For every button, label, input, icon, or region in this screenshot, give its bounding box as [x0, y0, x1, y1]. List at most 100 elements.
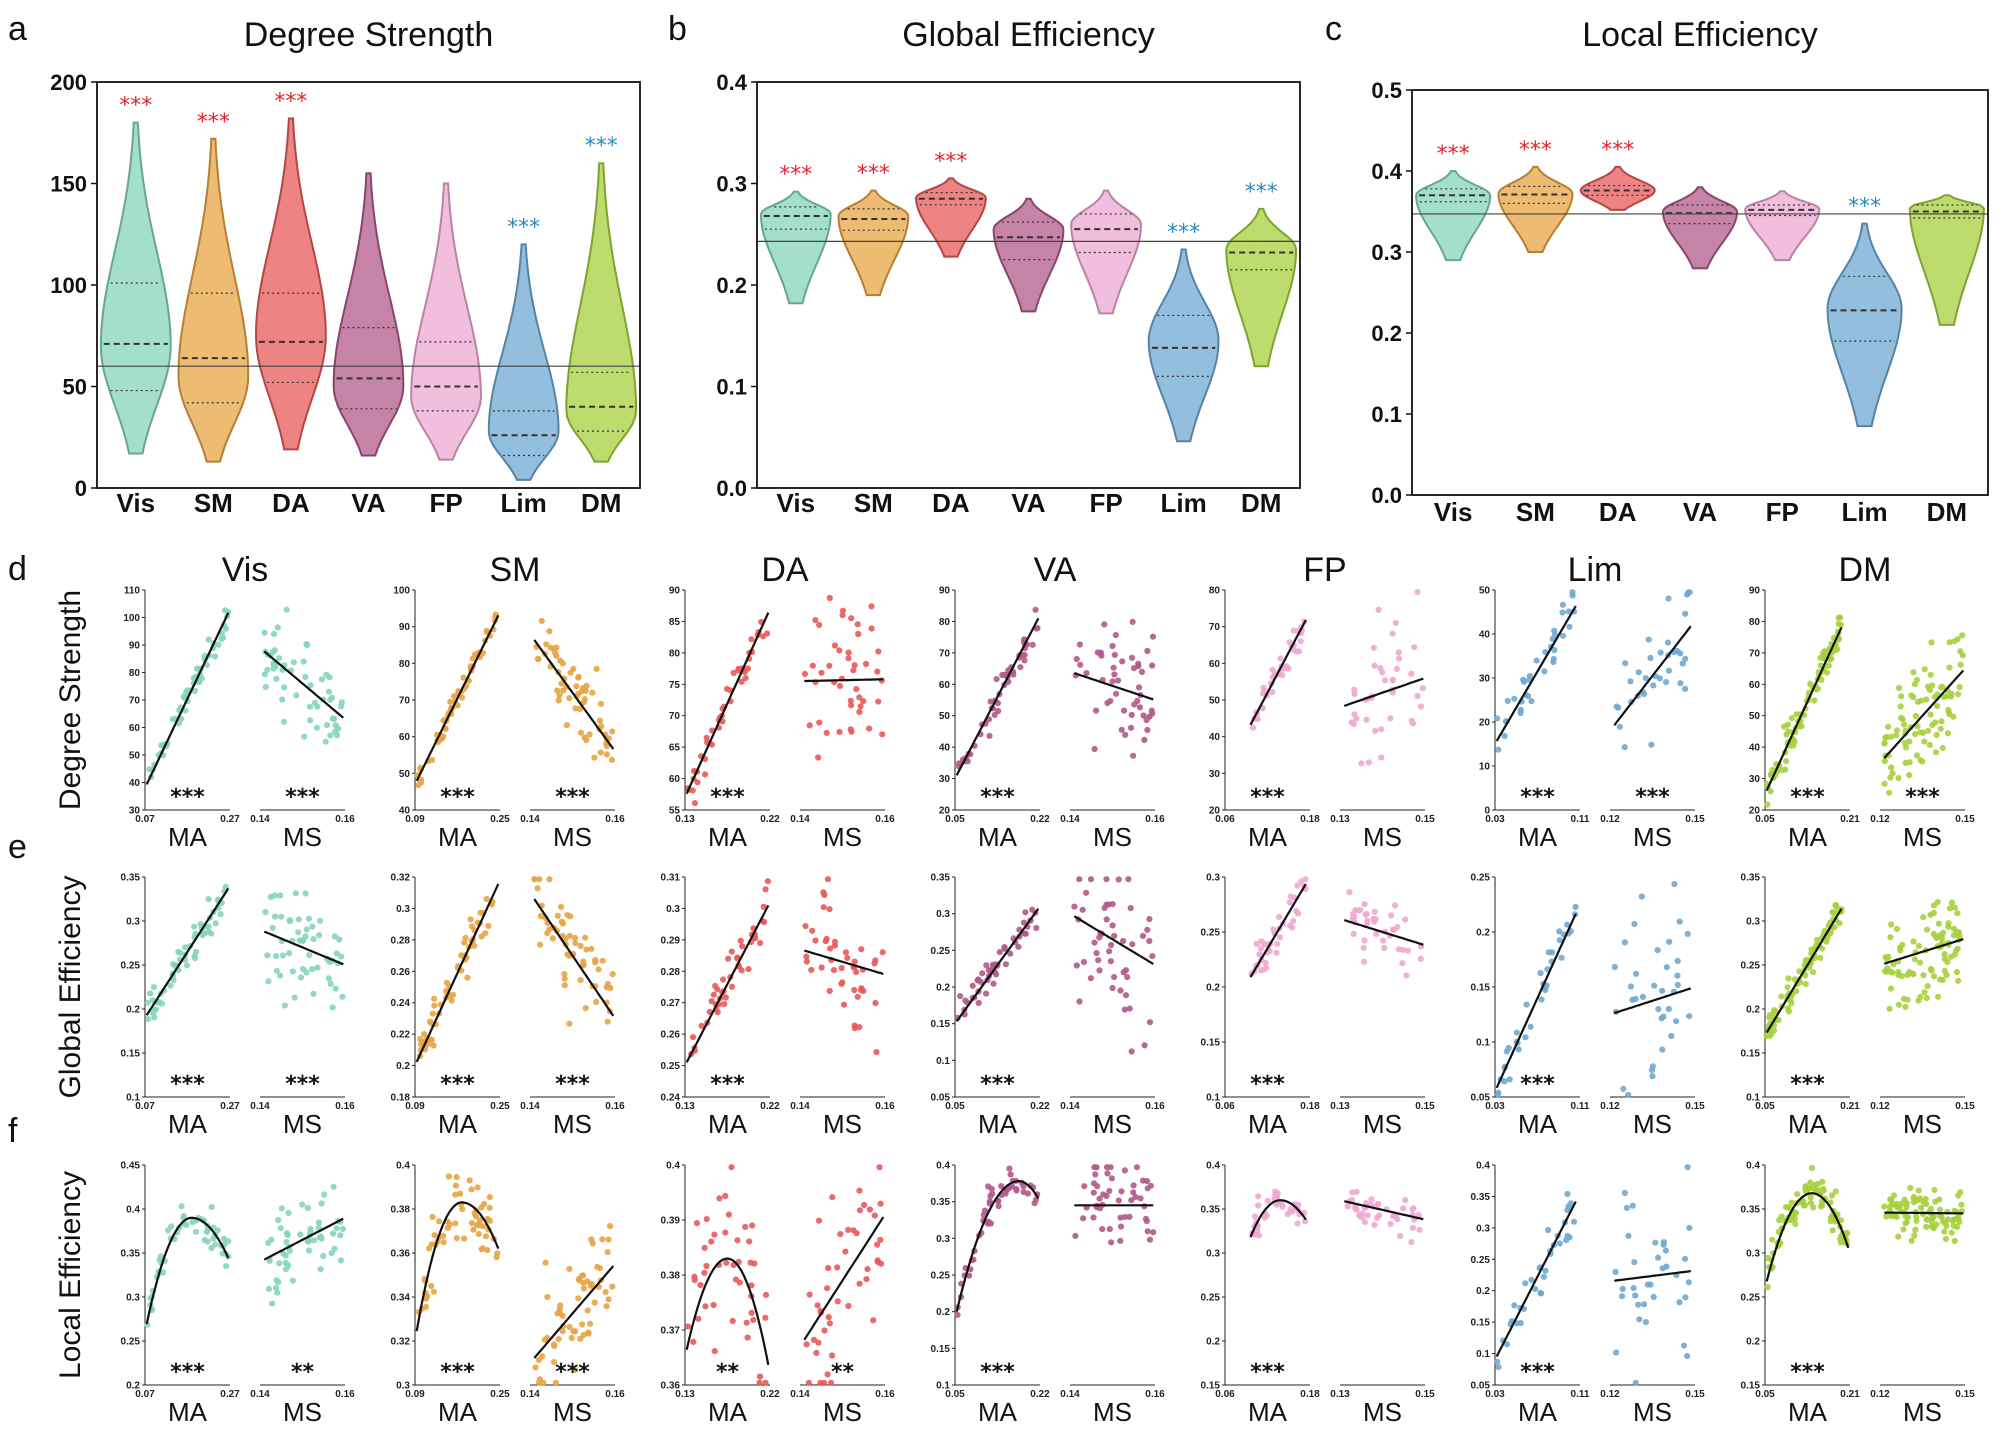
data-point	[764, 878, 772, 885]
data-point	[1371, 1221, 1378, 1228]
data-point	[815, 754, 822, 761]
data-point	[1944, 1216, 1951, 1223]
data-point	[1538, 1290, 1545, 1297]
data-point	[593, 665, 600, 672]
data-point	[1665, 667, 1672, 674]
significance-stars: **	[831, 1360, 855, 1385]
fit-line	[685, 904, 770, 1063]
data-point	[1389, 689, 1396, 696]
data-point	[1895, 775, 1902, 782]
data-point	[1545, 949, 1552, 956]
network-title: DM	[1839, 551, 1892, 589]
data-point	[167, 982, 174, 989]
data-point	[481, 1200, 488, 1207]
data-point	[1109, 642, 1116, 650]
fit-line	[145, 1216, 230, 1325]
data-point	[826, 594, 833, 602]
data-point	[1946, 639, 1953, 646]
data-point	[1118, 1188, 1125, 1195]
data-point	[1625, 1091, 1632, 1098]
data-point	[1273, 1189, 1280, 1196]
y-tick-label: 0.28	[661, 967, 681, 978]
data-point	[993, 971, 1000, 978]
data-point	[1389, 630, 1396, 637]
data-point	[566, 695, 573, 702]
data-point	[1662, 1247, 1669, 1254]
y-tick-label: 90	[939, 586, 951, 597]
data-point	[1143, 1178, 1151, 1185]
data-point	[1567, 1200, 1574, 1207]
data-point	[604, 1018, 611, 1025]
x-axis-name: MS	[823, 1397, 862, 1427]
data-point	[1954, 910, 1961, 917]
data-point	[878, 1260, 885, 1267]
data-point	[605, 1296, 612, 1303]
data-point	[452, 1220, 459, 1227]
data-point	[1125, 876, 1132, 883]
data-point	[418, 1041, 425, 1048]
x-tick-label: 0.27	[220, 1101, 240, 1112]
fit-line	[1883, 938, 1964, 965]
x-tick-label: 0.16	[605, 1101, 625, 1112]
data-point	[1924, 983, 1931, 990]
significance-stars: ***	[1905, 785, 1940, 810]
y-tick-label: 0.0	[1371, 483, 1402, 508]
data-point	[1895, 684, 1903, 692]
data-point	[1533, 657, 1540, 664]
data-point	[586, 1320, 594, 1327]
data-point	[693, 1220, 701, 1227]
data-point	[194, 665, 201, 672]
data-point	[338, 699, 345, 706]
data-point	[293, 692, 300, 699]
data-point	[1107, 1164, 1114, 1171]
y-tick-label: 90	[669, 586, 681, 597]
data-point	[1835, 620, 1842, 627]
data-point	[998, 1183, 1005, 1190]
y-tick-label: 80	[129, 668, 141, 679]
data-point	[1095, 957, 1102, 964]
data-point	[476, 1217, 483, 1224]
data-point	[1392, 619, 1399, 627]
violin-Lim	[487, 243, 560, 481]
data-point	[1032, 606, 1039, 613]
data-point	[1620, 1085, 1627, 1092]
data-point	[801, 670, 809, 678]
data-point	[860, 1201, 868, 1209]
data-point	[834, 1264, 841, 1271]
data-point	[1897, 947, 1904, 954]
data-point	[1621, 939, 1628, 946]
significance-stars: **	[716, 1360, 740, 1385]
y-tick-label: 0.35	[121, 1249, 141, 1260]
x-axis-name: MS	[1903, 822, 1942, 852]
data-point	[701, 1244, 708, 1251]
row-label: Local Efficiency	[54, 1171, 87, 1379]
x-tick-label: 0.11	[1571, 1389, 1590, 1400]
data-point	[321, 1191, 328, 1198]
data-point	[969, 982, 976, 989]
data-point	[589, 1240, 596, 1247]
data-point	[1076, 641, 1083, 648]
data-point	[1494, 1358, 1501, 1365]
y-tick-label: 0.0	[716, 476, 747, 501]
data-point	[334, 732, 341, 739]
data-point	[1136, 704, 1143, 711]
data-point	[1784, 721, 1792, 728]
data-point	[988, 1185, 995, 1192]
data-point	[1391, 902, 1399, 909]
data-point	[1295, 1201, 1302, 1208]
data-point	[1944, 730, 1951, 737]
data-point	[860, 987, 867, 995]
fit-line	[415, 614, 500, 782]
panel-title: Global Efficiency	[902, 16, 1155, 54]
data-point	[269, 924, 276, 932]
significance-stars: ***	[170, 1072, 205, 1097]
y-tick-label: 40	[129, 778, 141, 789]
data-point	[1286, 899, 1293, 906]
data-point	[577, 977, 584, 984]
data-point	[1912, 1226, 1919, 1233]
data-point	[1111, 651, 1118, 659]
data-point	[1912, 731, 1919, 738]
data-point	[1349, 1189, 1356, 1196]
